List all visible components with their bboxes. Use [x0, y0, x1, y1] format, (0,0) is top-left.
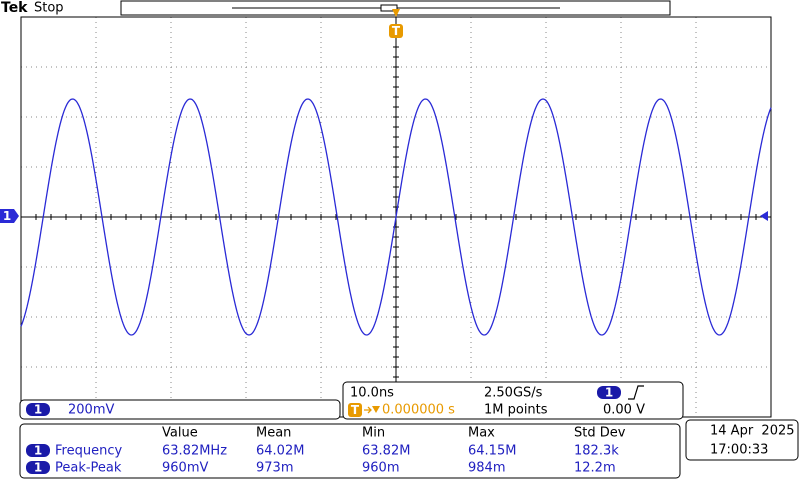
vertical-scale: 200mV	[68, 403, 114, 418]
row-channel: 1	[34, 461, 42, 475]
channel-badge	[26, 403, 50, 416]
trigger-marker-label: T	[392, 24, 401, 38]
measurement-value: 973m	[256, 461, 293, 476]
graticule	[20, 16, 772, 418]
channel-number: 1	[34, 403, 42, 417]
channel-badge	[26, 461, 50, 474]
time-scale: 10.0ns	[350, 386, 394, 401]
measurement-value: 960mV	[162, 461, 208, 476]
measurement-value: 63.82M	[362, 444, 410, 459]
trigger-channel: 1	[605, 386, 613, 400]
channel-box	[19, 399, 341, 420]
measurement-value: 12.2m	[574, 461, 616, 476]
measurement-value: 984m	[468, 461, 505, 476]
measurement-box	[19, 423, 681, 479]
record-window	[380, 4, 398, 12]
trigger-arrow	[364, 406, 372, 414]
trigger-marker	[389, 24, 403, 38]
measurement-value: 182.3k	[574, 444, 619, 459]
trigger-position: 0.000000 s	[382, 403, 455, 418]
measurement-value: 63.82MHz	[162, 444, 227, 459]
measurement-value: 64.15M	[468, 444, 516, 459]
channel-ground-marker	[0, 209, 19, 223]
trigger-down-icon	[372, 406, 380, 413]
measurement-value: 960m	[362, 461, 399, 476]
column-header: Mean	[256, 426, 291, 441]
datetime-box	[685, 419, 799, 461]
measurement-table: Value Mean Min Max Std Dev 1 Frequency 63.82MHz…	[26, 426, 626, 476]
sample-rate: 2.50GS/s	[484, 386, 543, 401]
column-header: Min	[362, 426, 385, 441]
trigger-level-marker	[760, 211, 768, 221]
column-header: Std Dev	[574, 426, 626, 441]
run-status: Stop	[34, 1, 64, 16]
time: 17:00:33	[710, 443, 768, 458]
row-channel: 1	[34, 444, 42, 458]
trigger-channel-badge	[597, 386, 621, 399]
record-length: 1M points	[484, 403, 548, 418]
trigger-pointer	[392, 9, 400, 17]
measurement-value: 64.02M	[256, 444, 304, 459]
ground-marker-label: 1	[3, 209, 11, 223]
trigger-position-icon-label: T	[351, 403, 360, 417]
waveform-trace	[20, 98, 772, 336]
measurement-name: Peak-Peak	[55, 461, 122, 476]
date: 14 Apr 2025	[710, 424, 795, 439]
trigger-position-icon	[348, 403, 362, 417]
trigger-level: 0.00 V	[603, 403, 645, 418]
brand: Tek	[1, 0, 28, 16]
trigger-slope	[628, 385, 644, 400]
column-header: Max	[468, 426, 495, 441]
channel-badge	[26, 444, 50, 457]
column-header: Value	[162, 426, 198, 441]
measurement-name: Frequency	[55, 444, 122, 459]
